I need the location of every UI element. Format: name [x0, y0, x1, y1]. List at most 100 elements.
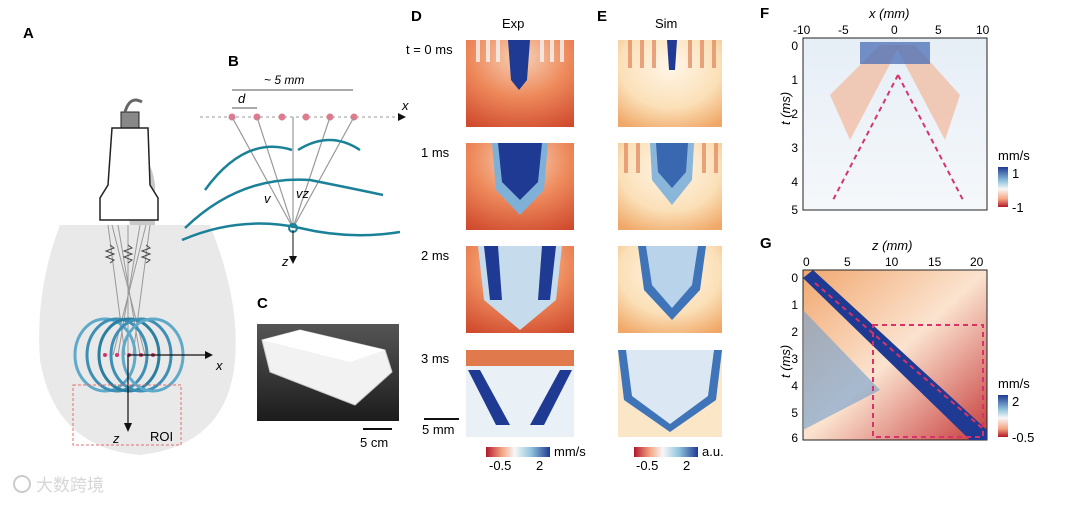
phantom-top: [262, 330, 385, 362]
g-cbar-min: -0.5: [1012, 430, 1034, 445]
exp-frame-0: [466, 40, 574, 127]
springs: [104, 244, 152, 264]
row-label-1: 1 ms: [421, 145, 450, 160]
x-axis-label: x: [215, 358, 223, 373]
f-colorbar: [998, 167, 1008, 207]
g-xtick-0: 0: [803, 255, 810, 269]
exp-frame-3: [466, 350, 574, 437]
exp-title: Exp: [502, 16, 524, 31]
watermark: 大数跨境: [13, 475, 104, 495]
sim-title: Sim: [655, 16, 677, 31]
panel-f: F x (mm) t (ms) -10 -5 0 5 10 0 1 2 3 4 …: [760, 5, 1030, 217]
f-xtick-3: 5: [935, 23, 942, 37]
row-label-2: 2 ms: [421, 248, 450, 263]
g-yticks: 0 1 2 3 4 5 6: [791, 271, 798, 445]
e-cbar-unit: a.u.: [702, 444, 724, 459]
probe-cable: [123, 98, 143, 113]
panel-a-label: A: [23, 25, 34, 42]
g-ylabel: t (ms): [778, 345, 793, 378]
panel-d: D Exp t = 0 ms 1 ms 2 ms 3 ms 5: [406, 8, 586, 473]
d-cbar-min: -0.5: [489, 458, 511, 473]
f-cbar-max: 1: [1012, 166, 1019, 181]
pitch-label: d: [238, 91, 246, 106]
watermark-logo-icon: [13, 475, 31, 493]
f-xticks: -10 -5 0 5 10: [793, 23, 990, 37]
f-xtick-2: 0: [891, 23, 898, 37]
g-ytick-2: 2: [791, 325, 798, 339]
ray-lines: [231, 116, 355, 229]
b-z-label: z: [281, 254, 289, 269]
f-xtick-1: -5: [838, 23, 849, 37]
g-cbar-max: 2: [1012, 394, 1019, 409]
spacing-label: ~ 5 mm: [264, 73, 304, 87]
g-xlabel: z (mm): [871, 238, 912, 253]
ultrasound-probe: [99, 127, 159, 221]
b-x-arrow-icon: [398, 113, 406, 121]
sim-frame-2: [618, 246, 722, 333]
e-cbar-min: -0.5: [636, 458, 658, 473]
panel-f-label: F: [760, 5, 769, 22]
e-cbar-max: 2: [683, 458, 690, 473]
b-x-label: x: [401, 98, 409, 113]
f-ytick-3: 3: [791, 141, 798, 155]
f-ytick-5: 5: [791, 203, 798, 217]
f-right-front: [895, 45, 960, 140]
d-cbar-unit: mm/s: [554, 444, 586, 459]
f-ytick-0: 0: [791, 39, 798, 53]
wavefronts: [181, 138, 401, 242]
z-axis-label: z: [112, 431, 120, 446]
g-ytick-0: 0: [791, 271, 798, 285]
g-ytick-1: 1: [791, 298, 798, 312]
g-colorbar: [998, 395, 1008, 437]
g-xtick-1: 5: [844, 255, 851, 269]
g-zoom-box: [872, 324, 984, 438]
roi-label: ROI: [150, 429, 173, 444]
f-fit-right: [897, 74, 964, 201]
vz-label: vz: [296, 186, 310, 201]
g-fit-line: [814, 282, 983, 429]
f-ylabel: t (ms): [778, 92, 793, 125]
probe-handle: [120, 111, 140, 129]
g-xtick-2: 10: [885, 255, 899, 269]
g-xtick-4: 20: [970, 255, 984, 269]
panel-g-label: G: [760, 235, 772, 252]
x-arrow-icon: [205, 351, 213, 359]
z-arrow-icon: [124, 423, 132, 432]
d-cbar-max: 2: [536, 458, 543, 473]
panel-b: B ~ 5 mm d x v vz z: [181, 53, 409, 269]
g-ytick-6: 6: [791, 431, 798, 445]
panel-e: E Sim -0.5 2 a.u.: [597, 8, 724, 473]
roi-box: [72, 384, 182, 446]
g-xticks: 0 5 10 15 20: [803, 255, 984, 269]
f-ytick-1: 1: [791, 73, 798, 87]
panel-a: A x: [23, 25, 236, 455]
f-xtick-0: -10: [793, 23, 811, 37]
f-ytick-4: 4: [791, 175, 798, 189]
d-colorbar: [486, 447, 550, 457]
f-xlabel: x (mm): [868, 6, 909, 21]
g-ytick-3: 3: [791, 352, 798, 366]
f-yticks: 0 1 2 3 4 5: [791, 39, 798, 217]
v-label: v: [264, 191, 272, 206]
watermark-text: 大数跨境: [36, 476, 104, 495]
sim-frame-0: [618, 40, 722, 127]
g-xtick-3: 15: [928, 255, 942, 269]
panel-d-label: D: [411, 8, 422, 25]
c-scale-label: 5 cm: [360, 435, 388, 450]
f-source-region: [860, 42, 930, 64]
g-cbar-unit: mm/s: [998, 376, 1030, 391]
panel-c-label: C: [257, 295, 268, 312]
f-ytick-2: 2: [791, 107, 798, 121]
g-scatter-region: [803, 310, 880, 430]
f-cbar-unit: mm/s: [998, 148, 1030, 163]
g-ytick-4: 4: [791, 379, 798, 393]
exp-frame-1: [466, 143, 574, 230]
exp-frame-2: [466, 246, 574, 333]
row-label-0: t = 0 ms: [406, 42, 453, 57]
row-label-3: 3 ms: [421, 351, 450, 366]
d-scale-label: 5 mm: [422, 422, 455, 437]
f-xtick-4: 10: [976, 23, 990, 37]
sim-frame-1: [618, 143, 722, 230]
